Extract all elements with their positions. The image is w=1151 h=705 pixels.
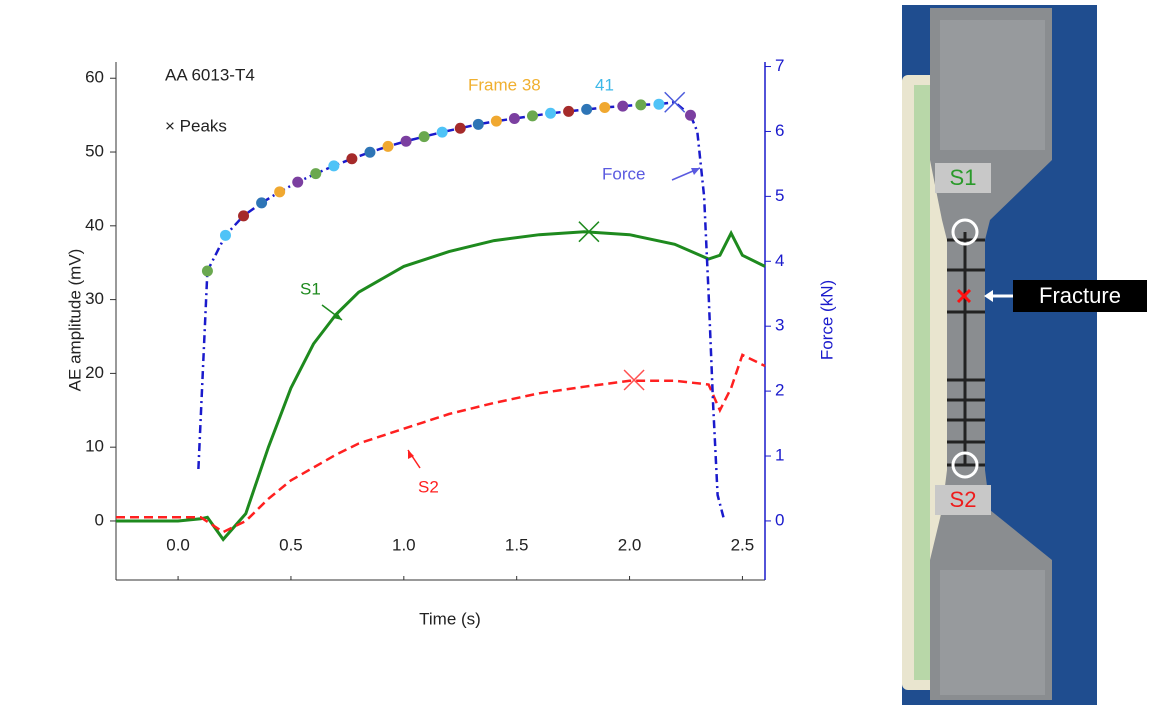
frame-dot — [274, 186, 286, 198]
frame-dot — [545, 107, 557, 119]
x-tick-label: 0.0 — [166, 535, 190, 554]
frame-dot — [454, 122, 466, 134]
frame-dot — [581, 103, 593, 115]
grip-area — [940, 20, 1045, 150]
frame-dot — [617, 100, 629, 112]
frame-dot — [256, 197, 268, 209]
label-box — [1013, 280, 1147, 312]
series-line — [197, 100, 726, 522]
sensor-label: S1 — [950, 165, 977, 190]
frame-dot — [418, 131, 430, 143]
y-tick-label: 30 — [85, 289, 104, 308]
x-tick-label: 2.0 — [618, 535, 642, 554]
fracture-label: Fracture — [1039, 283, 1121, 308]
arrow-head — [333, 312, 342, 320]
frame-dot — [364, 146, 376, 158]
y2-tick-label: 5 — [775, 186, 784, 205]
peaks-label: × Peaks — [165, 116, 227, 135]
y2-tick-label: 2 — [775, 381, 784, 400]
frame-dot — [472, 118, 484, 130]
frame-dot — [526, 110, 538, 122]
y-tick-label: 40 — [85, 215, 104, 234]
y2-tick-label: 3 — [775, 316, 784, 335]
frame-dot — [382, 140, 394, 152]
sample-label: AA 6013-T4 — [165, 65, 255, 84]
specimen-photo: S1 S2 Fracture — [902, 5, 1147, 705]
y-tick-label: 0 — [95, 510, 104, 529]
frame-dot — [490, 115, 502, 127]
frame-dot — [328, 160, 340, 172]
frame-dot — [508, 112, 520, 124]
y2-axis-title: Force (kN) — [817, 280, 836, 360]
y-tick-label: 50 — [85, 142, 104, 161]
y2-tick-label: 0 — [775, 510, 784, 529]
series-label: S2 — [418, 477, 439, 496]
series-line — [116, 353, 766, 534]
frame-dot — [346, 153, 358, 165]
x-tick-label: 2.5 — [731, 535, 755, 554]
frame-dot — [400, 135, 412, 147]
frame-dot — [219, 229, 231, 241]
x-axis-title: Time (s) — [419, 609, 481, 628]
ruler-scale — [914, 85, 930, 680]
frame-label: 41 — [595, 75, 614, 94]
label-box — [935, 485, 991, 515]
frame-dot — [653, 98, 665, 110]
grip-area — [940, 570, 1045, 695]
y2-tick-label: 7 — [775, 56, 784, 75]
y-tick-label: 20 — [85, 363, 104, 382]
frame-dot — [310, 168, 322, 180]
frame-dot — [436, 126, 448, 138]
frame-dot — [201, 265, 213, 277]
y-tick-label: 60 — [85, 68, 104, 87]
marker-lines — [947, 238, 985, 467]
y2-tick-label: 1 — [775, 446, 784, 465]
y-tick-label: 10 — [85, 437, 104, 456]
sensor-circle — [951, 451, 979, 479]
y2-tick-label: 4 — [775, 251, 784, 270]
arrow-head — [408, 450, 414, 459]
frame-dot — [292, 176, 304, 188]
frame-dot — [599, 101, 611, 113]
sensor-circle — [951, 218, 979, 246]
frame-dot — [563, 105, 575, 117]
series-line — [116, 229, 766, 542]
fracture-mark — [956, 288, 972, 304]
x-tick-label: 0.5 — [279, 535, 303, 554]
arrow-head — [691, 168, 700, 175]
series-label: S1 — [300, 279, 321, 298]
peak-marker — [623, 369, 645, 391]
peak-marker — [578, 221, 600, 243]
frame-dot — [635, 99, 647, 111]
chart: 0.0 0.5 1.0 1.5 2.0 2.5 0 10 20 30 40 50 60 0 1 2 3 4 5 6 7 — [85, 56, 784, 581]
x-tick-label: 1.5 — [505, 535, 529, 554]
series-label: Force — [602, 164, 645, 183]
arrow-head — [984, 290, 993, 302]
label-box — [935, 163, 991, 193]
y-axis-title: AE amplitude (mV) — [65, 249, 84, 392]
frame-dot — [238, 210, 250, 222]
peak-marker — [664, 91, 686, 113]
y2-tick-label: 6 — [775, 121, 784, 140]
frame-label: Frame 38 — [468, 75, 541, 94]
x-tick-label: 1.0 — [392, 535, 416, 554]
frame-dot — [685, 109, 697, 121]
sensor-label: S2 — [950, 487, 977, 512]
